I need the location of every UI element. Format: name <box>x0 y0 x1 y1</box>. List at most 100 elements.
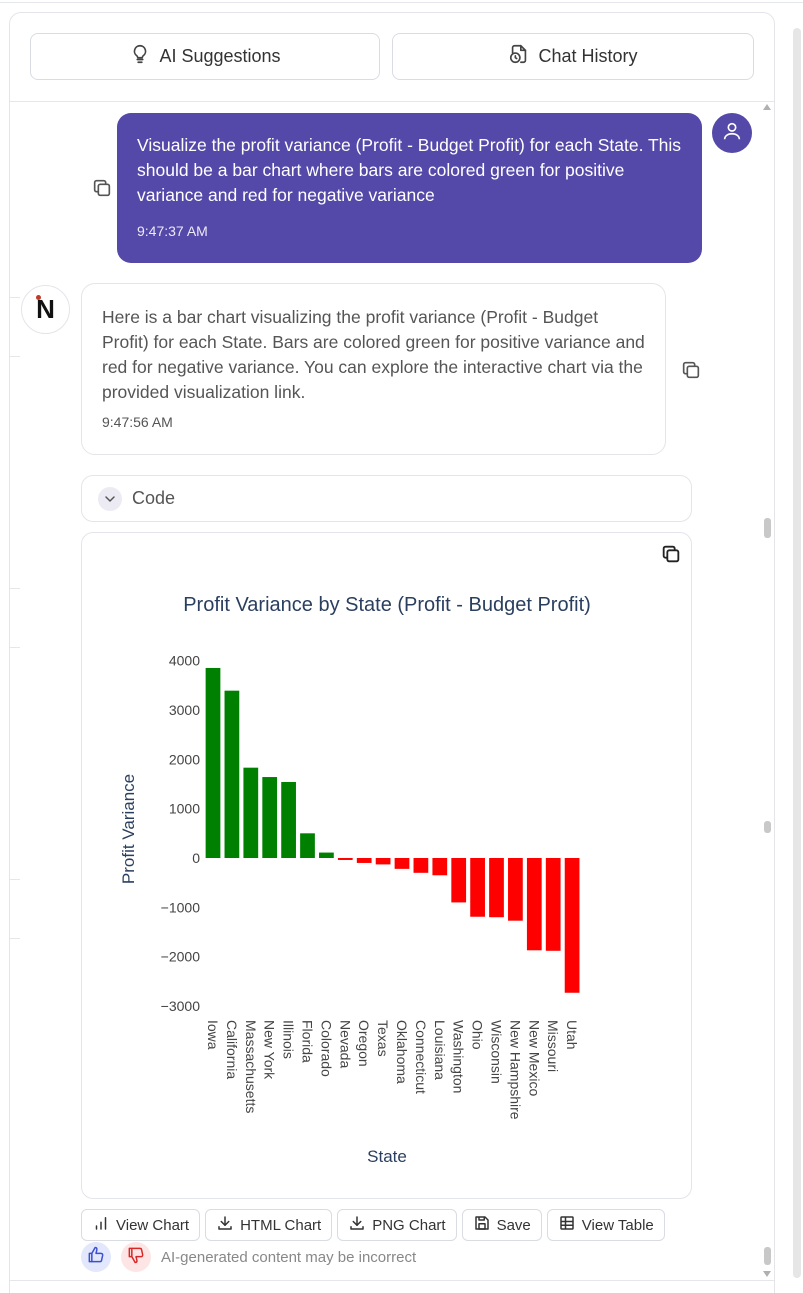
bar-chart-icon <box>92 1214 110 1236</box>
bar-louisiana[interactable] <box>432 858 448 876</box>
x-tick-label: Wisconsin <box>489 1020 505 1084</box>
x-tick-label: New Mexico <box>526 1020 542 1096</box>
png-chart-button[interactable]: PNG Chart <box>337 1209 457 1241</box>
x-tick-label: Colorado <box>318 1020 334 1077</box>
copy-assistant-message-icon[interactable] <box>680 359 702 381</box>
thumbs-down-button[interactable] <box>121 1242 151 1272</box>
bar-florida[interactable] <box>300 833 315 858</box>
chat-history-label: Chat History <box>538 46 638 66</box>
bar-ohio[interactable] <box>470 858 485 917</box>
bar-california[interactable] <box>224 690 240 858</box>
bar-new-mexico[interactable] <box>526 858 542 951</box>
chart-title: Profit Variance by State (Profit - Budge… <box>183 594 591 616</box>
chart-y-axis-label: Profit Variance <box>119 774 138 884</box>
save-button[interactable]: Save <box>461 1209 542 1241</box>
inner-scroll-thumb-3[interactable] <box>764 1247 771 1265</box>
copy-chart-icon[interactable] <box>660 543 682 565</box>
bar-connecticut[interactable] <box>413 858 429 873</box>
feedback-row: AI-generated content may be incorrect <box>81 1242 416 1272</box>
chart-x-ticks: Iowa California Massachusetts New York Illin… <box>205 1020 580 1120</box>
x-tick-label: New Hampshire <box>507 1020 523 1120</box>
assistant-message-text: Here is a bar chart visualizing the prof… <box>102 307 645 402</box>
x-tick-label: Missouri <box>545 1020 561 1072</box>
bar-oklahoma[interactable] <box>394 858 410 869</box>
user-avatar <box>712 113 752 153</box>
x-tick-label: Massachusetts <box>243 1020 259 1113</box>
x-tick-label: Texas <box>375 1020 391 1057</box>
y-tick-label: −3000 <box>161 998 201 1014</box>
bar-massachusetts[interactable] <box>243 767 259 858</box>
download-icon <box>216 1214 234 1236</box>
view-table-button[interactable]: View Table <box>546 1209 665 1241</box>
user-icon <box>721 120 743 147</box>
y-tick-label: −1000 <box>161 899 201 915</box>
x-tick-label: Washington <box>451 1020 467 1093</box>
html-chart-button[interactable]: HTML Chart <box>205 1209 333 1241</box>
html-chart-label: HTML Chart <box>240 1216 322 1234</box>
download-icon <box>348 1214 366 1236</box>
assistant-avatar-letter: N <box>36 294 55 324</box>
x-tick-label: Nevada <box>337 1020 353 1068</box>
assistant-avatar: N <box>21 285 70 334</box>
top-divider <box>0 2 803 3</box>
y-tick-label: 1000 <box>169 801 200 817</box>
chart-actions: View Chart HTML Chart PNG Chart Save Vie… <box>81 1209 665 1241</box>
chat-header: AI Suggestions Chat History <box>10 13 774 102</box>
bottom-divider <box>10 1280 774 1281</box>
view-table-label: View Table <box>581 1216 654 1234</box>
x-tick-label: Connecticut <box>413 1020 429 1094</box>
bar-illinois[interactable] <box>281 781 296 858</box>
inner-scroll-thumb-2[interactable] <box>764 821 771 833</box>
code-toggle[interactable]: Code <box>81 475 692 522</box>
user-message-bubble: Visualize the profit variance (Profit - … <box>117 113 702 263</box>
profit-variance-chart[interactable]: Profit Variance by State (Profit - Budge… <box>82 533 691 1198</box>
thumbs-up-icon <box>86 1245 106 1270</box>
assistant-message-time: 9:47:56 AM <box>102 414 173 430</box>
bar-nevada[interactable] <box>337 858 353 860</box>
scroll-up-arrow[interactable] <box>763 104 771 110</box>
bar-new-hampshire[interactable] <box>508 858 523 921</box>
y-tick-label: 4000 <box>169 653 200 669</box>
x-tick-label: Iowa <box>205 1020 221 1050</box>
y-tick-label: −2000 <box>161 949 201 965</box>
png-chart-label: PNG Chart <box>372 1216 446 1234</box>
view-chart-button[interactable]: View Chart <box>81 1209 201 1241</box>
bar-texas[interactable] <box>375 858 391 865</box>
bar-washington[interactable] <box>451 858 467 903</box>
scroll-down-arrow[interactable] <box>763 1271 771 1277</box>
ai-suggestions-button[interactable]: AI Suggestions <box>30 33 380 80</box>
bar-iowa[interactable] <box>205 667 221 858</box>
code-label: Code <box>132 488 176 508</box>
bar-oregon[interactable] <box>356 858 372 863</box>
chat-history-button[interactable]: Chat History <box>392 33 754 80</box>
thumbs-down-icon <box>126 1245 146 1270</box>
page-scrollbar[interactable] <box>793 28 801 1278</box>
y-tick-label: 3000 <box>169 702 200 718</box>
view-chart-label: View Chart <box>116 1216 190 1234</box>
x-tick-label: Ohio <box>470 1020 486 1050</box>
user-message-time: 9:47:37 AM <box>137 223 208 239</box>
bar-new-york[interactable] <box>262 777 278 858</box>
bar-missouri[interactable] <box>545 858 561 951</box>
bar-wisconsin[interactable] <box>489 858 504 918</box>
inner-scroll-thumb[interactable] <box>764 518 771 538</box>
x-tick-label: California <box>224 1020 240 1079</box>
avatar-dot <box>36 295 41 300</box>
bar-colorado[interactable] <box>319 852 334 858</box>
x-tick-label: New York <box>262 1020 278 1080</box>
ai-disclaimer: AI-generated content may be incorrect <box>161 1248 417 1266</box>
copy-user-message-icon[interactable] <box>91 177 113 199</box>
x-tick-label: Utah <box>564 1020 580 1050</box>
y-tick-label: 0 <box>192 850 200 866</box>
thumbs-up-button[interactable] <box>81 1242 111 1272</box>
x-tick-label: Illinois <box>281 1020 297 1059</box>
bar-utah[interactable] <box>564 858 580 993</box>
y-tick-label: 2000 <box>169 751 200 767</box>
chevron-down-icon <box>98 486 122 511</box>
chart-card: Profit Variance by State (Profit - Budge… <box>81 532 692 1199</box>
save-label: Save <box>496 1216 531 1234</box>
history-file-icon <box>508 43 530 70</box>
x-tick-label: Oregon <box>356 1020 372 1067</box>
user-message-text: Visualize the profit variance (Profit - … <box>137 135 682 205</box>
chart-y-ticks: 4000 3000 2000 1000 0 −1000 −2000 −3000 <box>161 653 201 1015</box>
